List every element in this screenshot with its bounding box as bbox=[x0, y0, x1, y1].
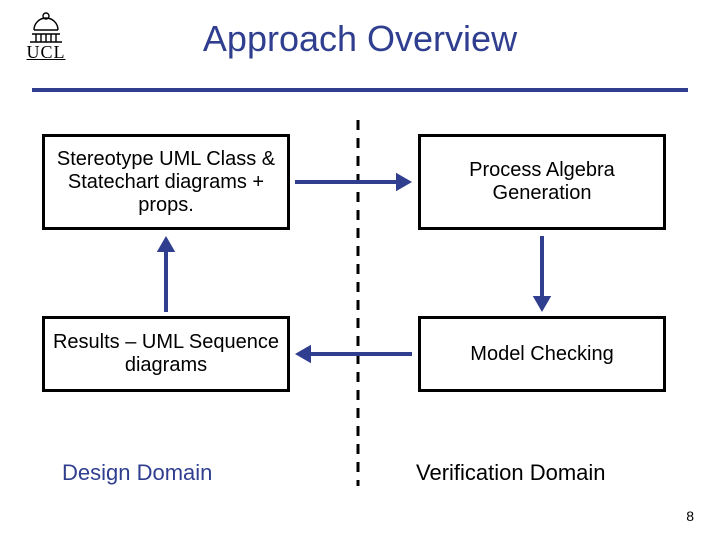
box-stereotype-uml: Stereotype UML Class & Statechart diagra… bbox=[42, 134, 290, 230]
box-label: Results – UML Sequence diagrams bbox=[49, 331, 283, 377]
box-label: Stereotype UML Class & Statechart diagra… bbox=[49, 148, 283, 217]
arrows-overlay bbox=[0, 0, 720, 540]
slide-title: Approach Overview bbox=[0, 18, 720, 60]
verification-domain-label: Verification Domain bbox=[416, 460, 606, 486]
slide-number: 8 bbox=[686, 508, 694, 524]
title-underline bbox=[32, 88, 688, 92]
box-label: Model Checking bbox=[470, 343, 613, 366]
box-label: Process Algebra Generation bbox=[425, 159, 659, 205]
box-results-uml: Results – UML Sequence diagrams bbox=[42, 316, 290, 392]
design-domain-label: Design Domain bbox=[62, 460, 212, 486]
box-model-checking: Model Checking bbox=[418, 316, 666, 392]
box-process-algebra: Process Algebra Generation bbox=[418, 134, 666, 230]
